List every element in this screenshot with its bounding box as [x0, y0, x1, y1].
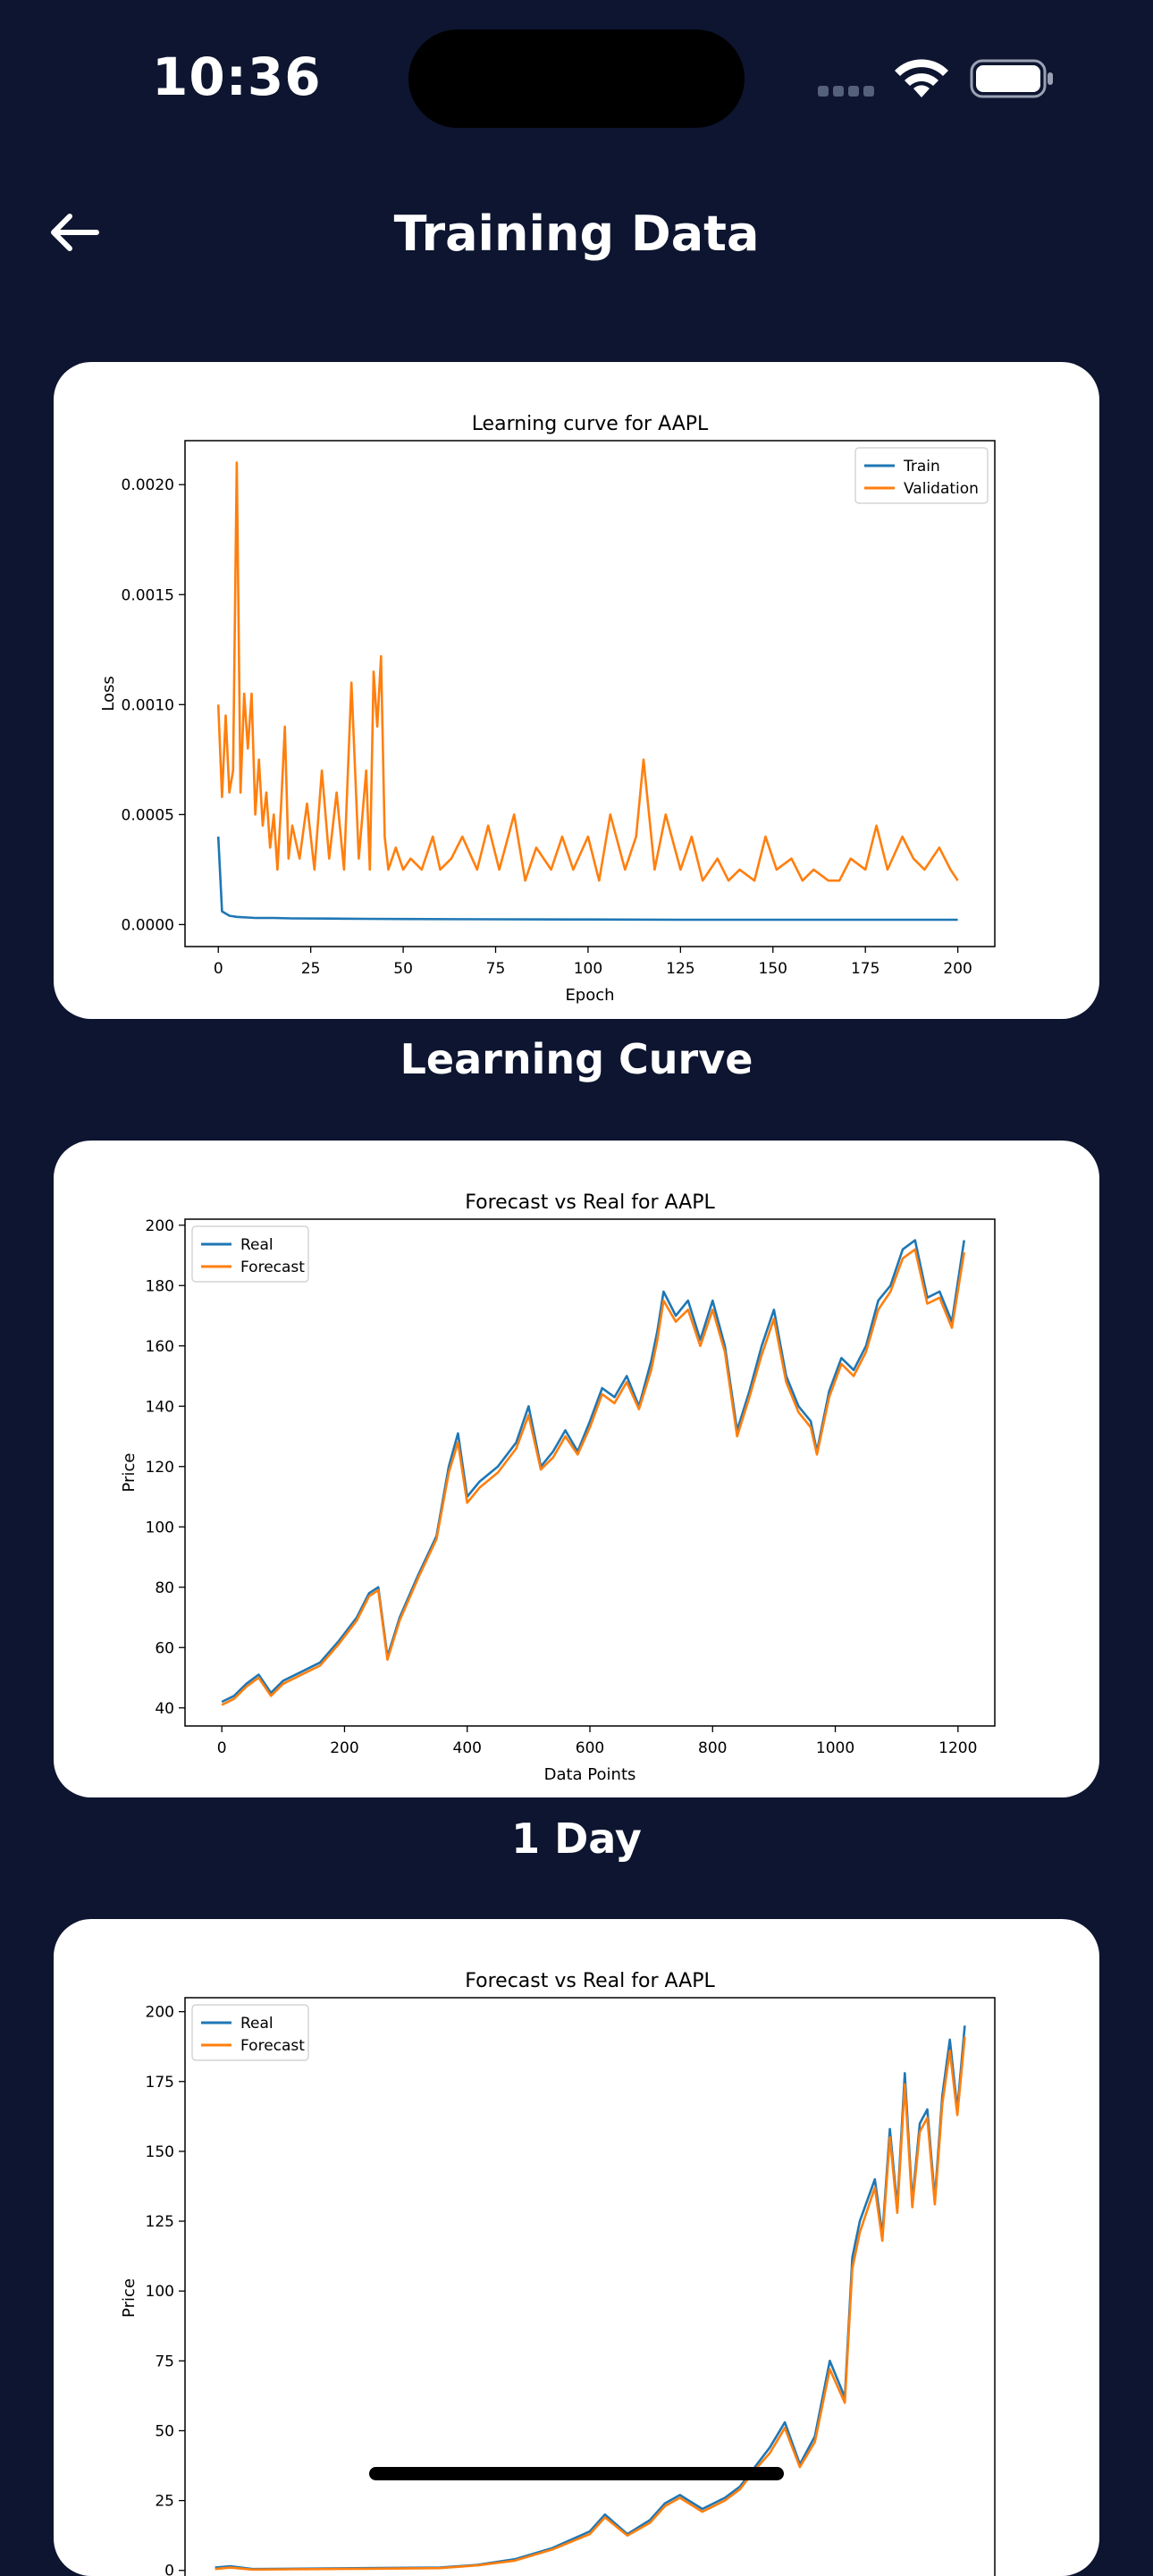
- x-tick-label: 75: [486, 960, 506, 978]
- battery-icon: [970, 59, 1053, 98]
- x-tick-label: 200: [943, 960, 972, 978]
- y-tick-label: 75: [155, 2353, 174, 2370]
- legend-label-forecast: Forecast: [240, 2037, 305, 2055]
- chart-title: Forecast vs Real for AAPL: [465, 1970, 715, 1992]
- chart-card-forecast-full: Forecast vs Real for AAPL 0 25 50 75 100 125 15…: [54, 1919, 1099, 2576]
- y-tick-label: 160: [146, 1338, 174, 1356]
- learning-curve-chart: Learning curve for AAPL 0.0000 0.0005 0.001…: [99, 413, 996, 1005]
- series-line-forecast: [215, 2036, 966, 2572]
- series-line-forecast: [221, 1248, 965, 1706]
- y-tick-label: 100: [146, 1519, 174, 1536]
- x-tick-label: 125: [666, 960, 694, 978]
- legend-label-real: Real: [240, 1236, 274, 1254]
- y-tick-label: 140: [146, 1398, 174, 1416]
- x-tick-label: 100: [574, 960, 602, 978]
- dynamic-island: [408, 29, 745, 128]
- forecast-1-day-chart: Forecast vs Real for AAPL 40 60 80 100 120 140…: [120, 1191, 996, 1784]
- y-tick-label: 80: [155, 1579, 174, 1597]
- y-tick-label: 50: [155, 2422, 174, 2440]
- y-tick-label: 60: [155, 1639, 174, 1657]
- page-title: Training Data: [393, 206, 760, 262]
- y-tick-label: 200: [146, 2004, 174, 2022]
- chart-card-forecast-1-day: Forecast vs Real for AAPL 40 60 80 100 120 140…: [54, 1141, 1099, 1797]
- y-tick-label: 0.0010: [122, 696, 174, 714]
- chart-card-learning-curve: Learning curve for AAPL 0.0000 0.0005 0.001…: [54, 362, 1099, 1019]
- legend-label-validation: Validation: [904, 480, 979, 498]
- legend-label-forecast: Forecast: [240, 1259, 305, 1276]
- plot-frame: [184, 1997, 996, 2576]
- nav-header: Training Data: [0, 179, 1153, 286]
- y-tick-label: 175: [146, 2074, 174, 2092]
- x-tick-label: 200: [330, 1739, 358, 1757]
- legend-label-train: Train: [903, 458, 940, 476]
- chart-legend: Real Forecast: [191, 1225, 309, 1283]
- chart-legend: Real Forecast: [191, 2004, 309, 2061]
- status-time: 10:36: [152, 46, 322, 107]
- x-tick-label: 800: [698, 1739, 727, 1757]
- x-tick-label: 150: [759, 960, 787, 978]
- y-tick-label: 0: [164, 2563, 174, 2576]
- y-tick-label: 150: [146, 2143, 174, 2161]
- y-tick-label: 0.0000: [122, 916, 174, 934]
- y-tick-label: 0.0015: [122, 586, 174, 604]
- chart-legend: Train Validation: [854, 447, 989, 504]
- legend-label-real: Real: [240, 2015, 274, 2033]
- caption-1-day: 1 Day: [511, 1814, 642, 1863]
- x-tick-label: 175: [851, 960, 879, 978]
- y-tick-label: 120: [146, 1459, 174, 1477]
- y-axis-label: Loss: [99, 676, 118, 711]
- y-tick-label: 25: [155, 2493, 174, 2511]
- home-indicator: [369, 2467, 784, 2480]
- wifi-icon: [895, 59, 948, 97]
- chart-title: Forecast vs Real for AAPL: [465, 1191, 715, 1214]
- series-line-validation: [216, 461, 959, 882]
- cellular-signal-icon: [818, 83, 879, 100]
- x-axis-label: Epoch: [565, 986, 614, 1005]
- series-line-real: [221, 1239, 965, 1704]
- y-tick-label: 100: [146, 2283, 174, 2301]
- y-tick-label: 125: [146, 2213, 174, 2231]
- series-line-train: [216, 836, 958, 922]
- x-tick-label: 1200: [938, 1739, 977, 1757]
- y-tick-label: 0.0020: [122, 476, 174, 494]
- y-axis-label: Price: [120, 2278, 139, 2318]
- chart-title: Learning curve for AAPL: [472, 413, 709, 435]
- back-arrow-icon[interactable]: [45, 206, 107, 259]
- x-tick-label: 1000: [816, 1739, 854, 1757]
- y-axis-label: Price: [120, 1453, 139, 1493]
- caption-learning-curve: Learning Curve: [400, 1035, 753, 1083]
- y-tick-label: 200: [146, 1217, 174, 1235]
- x-tick-label: 400: [453, 1739, 482, 1757]
- series-line-real: [215, 2025, 966, 2571]
- status-bar: 10:36: [0, 0, 1153, 152]
- plot-frame: [184, 440, 996, 947]
- x-tick-label: 50: [393, 960, 413, 978]
- y-tick-label: 180: [146, 1277, 174, 1295]
- y-tick-label: 40: [155, 1700, 174, 1718]
- x-tick-label: 25: [301, 960, 321, 978]
- x-axis-label: Data Points: [544, 1765, 636, 1784]
- x-tick-label: 0: [214, 960, 223, 978]
- x-tick-label: 0: [217, 1739, 227, 1757]
- plot-frame: [184, 1218, 996, 1727]
- x-tick-label: 600: [576, 1739, 604, 1757]
- y-tick-label: 0.0005: [122, 806, 174, 824]
